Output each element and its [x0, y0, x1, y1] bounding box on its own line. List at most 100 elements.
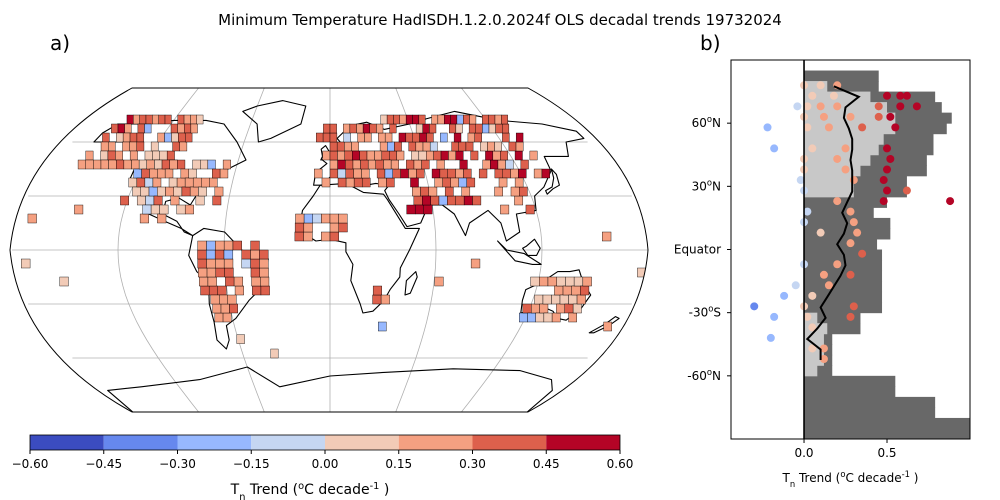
trend-grid-box: [137, 123, 145, 134]
colorbar-segment: [103, 435, 178, 450]
trend-grid-box: [223, 258, 234, 269]
panel-a-label: a): [50, 31, 70, 55]
scatter-point: [841, 165, 850, 174]
coverage-bar: [804, 417, 970, 429]
colorbar-label: Tn​ Trend (o​C decade-1​ ): [230, 481, 390, 500]
trend-grid-box: [447, 168, 456, 179]
y-tick-label: -60o​N: [687, 367, 721, 383]
trend-grid-box: [485, 150, 494, 161]
trend-grid-box: [514, 195, 524, 206]
coverage-subset-bar: [804, 186, 854, 198]
trend-grid-box: [525, 204, 535, 215]
trend-grid-box: [321, 177, 331, 188]
coverage-bar: [804, 302, 883, 314]
trend-grid-box: [413, 195, 423, 206]
scatter-point: [816, 81, 825, 90]
trend-grid-box: [294, 222, 305, 233]
trend-grid-box: [176, 177, 186, 188]
trend-grid-box: [360, 159, 369, 170]
trend-grid-box: [582, 276, 592, 287]
trend-grid-box: [463, 114, 470, 125]
trend-grid-box: [131, 159, 140, 170]
trend-grid-box: [322, 132, 331, 143]
trend-grid-box: [229, 303, 238, 314]
trend-grid-box: [201, 177, 210, 188]
trend-grid-box: [314, 168, 323, 179]
trend-grid-box: [351, 141, 359, 152]
trend-grid-box: [494, 114, 502, 125]
scatter-point: [808, 344, 817, 353]
trend-grid-box: [482, 123, 490, 134]
coverage-bar: [804, 260, 883, 272]
trend-grid-box: [184, 132, 193, 143]
colorbar-segment: [325, 435, 399, 450]
trend-grid-box: [260, 276, 270, 287]
y-tick-label: 30o​N: [692, 177, 721, 193]
trend-grid-box: [458, 141, 467, 152]
trend-grid-box: [364, 132, 372, 143]
trend-grid-box: [455, 123, 463, 134]
trend-grid-box: [260, 285, 270, 296]
trend-grid-box: [389, 123, 397, 134]
trend-grid-box: [337, 159, 346, 170]
trend-grid-box: [448, 150, 457, 161]
y-tick-label: Equator: [674, 243, 721, 257]
trend-grid-box: [381, 150, 390, 161]
trend-grid-box: [158, 114, 166, 125]
trend-grid-box: [136, 141, 145, 152]
trend-grid-box: [444, 114, 451, 125]
trend-grid-box: [337, 177, 347, 188]
trend-grid-box: [519, 186, 528, 197]
trend-grid-box: [431, 168, 441, 179]
coverage-subset-bar: [804, 81, 828, 93]
trend-grid-box: [475, 123, 483, 134]
trend-grid-box: [115, 150, 123, 161]
scatter-point: [833, 102, 842, 111]
trend-grid-box: [59, 276, 69, 287]
scatter-point: [833, 197, 842, 206]
trend-grid-box: [136, 195, 146, 206]
colorbar-tick-label: −0.60: [12, 457, 49, 471]
coverage-subset-bar: [804, 133, 884, 145]
trend-grid-box: [398, 132, 407, 143]
trend-grid-box: [195, 195, 205, 206]
coastline-eurasia: [313, 110, 585, 242]
trend-grid-box: [85, 159, 94, 170]
trend-grid-box: [392, 168, 401, 179]
trend-grid-box: [165, 186, 174, 197]
scatter-point: [853, 228, 862, 237]
zonal-mean-line: [805, 85, 861, 360]
trend-grid-box: [530, 276, 540, 287]
trend-grid-box: [212, 303, 222, 314]
scatter-point: [883, 91, 892, 100]
trend-grid-box: [177, 123, 185, 134]
colorbar-tick-label: −0.15: [233, 457, 270, 471]
trend-grid-box: [129, 141, 138, 152]
coverage-subset-bar: [804, 333, 824, 345]
trend-grid-box: [378, 177, 387, 188]
trend-grid-box: [192, 177, 202, 188]
trend-grid-box: [482, 114, 489, 125]
trend-grid-box: [412, 114, 420, 125]
trend-grid-box: [129, 132, 138, 143]
trend-grid-box: [384, 168, 394, 179]
trend-grid-box: [138, 159, 147, 170]
trend-grid-box: [219, 168, 229, 179]
trend-grid-box: [159, 204, 169, 215]
trend-grid-box: [129, 150, 138, 161]
trend-grid-box: [149, 168, 158, 179]
trend-grid-box: [184, 123, 192, 134]
coastline-greenland: [242, 100, 307, 143]
map-frame: [9, 87, 649, 413]
trend-grid-box: [415, 123, 423, 134]
trend-grid-box: [157, 132, 165, 143]
trend-grid-box: [338, 213, 348, 224]
trend-grid-box: [116, 159, 125, 170]
trend-grid-box: [250, 258, 260, 269]
trend-grid-box: [329, 132, 338, 143]
scatter-point: [846, 312, 855, 321]
trend-grid-box: [199, 276, 209, 287]
chart-title: Minimum Temperature HadISDH.1.2.0.2024f …: [218, 11, 782, 29]
trend-grid-box: [329, 213, 339, 224]
